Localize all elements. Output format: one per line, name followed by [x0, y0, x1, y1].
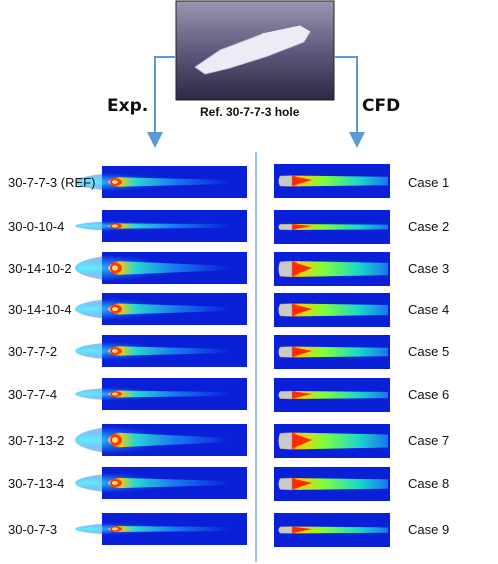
cfd-label-row-8: Case 8 [408, 476, 450, 491]
exp-label-row-2: 30-0-10-4 [8, 219, 65, 234]
exp-label-row-6: 30-7-7-4 [8, 387, 58, 402]
cfd-contour-panel [274, 210, 390, 244]
cfd-connector-arrow [334, 56, 365, 148]
exp-contour-panel [75, 467, 247, 499]
cfd-label-row-2: Case 2 [408, 219, 450, 234]
exp-contour-panel [75, 335, 247, 367]
cfd-contour-panel [274, 467, 390, 501]
cfd-label-row-6: Case 6 [408, 387, 450, 402]
cfd-panels [274, 164, 390, 547]
hole-geometry-icon [194, 25, 311, 75]
exp-label-row-1: 30-7-7-3 (REF) [8, 175, 96, 190]
exp-label-row-9: 30-0-7-3 [8, 522, 58, 537]
exp-contour-panel [75, 166, 247, 198]
exp-contour-panel [75, 210, 247, 242]
cfd-label-row-9: Case 9 [408, 522, 450, 537]
exp-panels [75, 166, 247, 545]
exp-label-row-7: 30-7-13-2 [8, 433, 65, 448]
exp-label-row-4: 30-14-10-4 [8, 302, 72, 317]
cfd-contour-panel [274, 513, 390, 547]
exp-contour-panel [75, 378, 247, 410]
cfd-contour-panel [274, 378, 390, 412]
exp-contour-panel [75, 252, 247, 284]
exp-label-row-8: 30-7-13-4 [8, 476, 65, 491]
exp-label-row-3: 30-14-10-2 [8, 261, 72, 276]
cfd-contour-panel [274, 293, 390, 327]
exp-contour-panel [75, 293, 247, 325]
cfd-label-row-7: Case 7 [408, 433, 450, 448]
reference-hole-render [175, 0, 335, 101]
cfd-label-row-1: Case 1 [408, 175, 450, 190]
exp-column-header: Exp. [107, 96, 149, 116]
cfd-label-row-5: Case 5 [408, 344, 450, 359]
cfd-label-row-3: Case 3 [408, 261, 450, 276]
exp-contour-panel [75, 513, 247, 545]
cfd-contour-panel [274, 335, 390, 369]
cfd-contour-panel [274, 424, 390, 458]
exp-label-row-5: 30-7-7-2 [8, 344, 58, 359]
cfd-contour-panel [274, 164, 390, 198]
exp-contour-panel [75, 423, 247, 457]
cfd-label-row-4: Case 4 [408, 302, 450, 317]
cfd-contour-panel [274, 252, 390, 286]
exp-connector-arrow [147, 56, 176, 148]
cfd-column-header: CFD [362, 96, 401, 116]
reference-caption: Ref. 30-7-7-3 hole [200, 105, 300, 119]
